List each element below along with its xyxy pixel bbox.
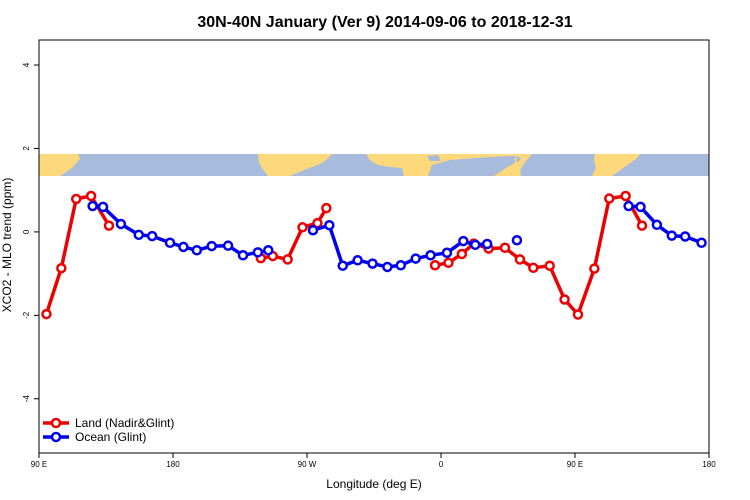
data-point <box>85 190 97 202</box>
data-point <box>620 190 631 202</box>
series-ocean <box>87 200 707 273</box>
data-point <box>514 254 526 265</box>
data-point <box>70 193 82 205</box>
data-point <box>41 308 52 320</box>
data-point <box>429 260 441 271</box>
data-point <box>559 294 570 305</box>
x-axis-label: Longitude (deg E) <box>326 477 421 491</box>
data-point <box>164 237 176 248</box>
data-point <box>87 200 98 212</box>
legend-marker <box>50 417 62 429</box>
data-point <box>469 239 481 251</box>
data-point <box>666 230 678 241</box>
data-point <box>481 238 493 250</box>
map-strip-land <box>39 154 640 176</box>
data-point <box>237 250 249 261</box>
y-tick-label: 0 <box>22 229 31 234</box>
data-point <box>696 237 707 248</box>
data-point <box>499 242 511 254</box>
data-point <box>321 202 332 214</box>
data-point <box>572 309 584 320</box>
y-tick-label: -4 <box>22 395 31 403</box>
series-line <box>44 194 111 315</box>
x-tick-label: 0 <box>439 460 444 469</box>
data-point <box>146 230 158 242</box>
data-point <box>324 219 335 231</box>
y-tick-label: -2 <box>22 311 31 319</box>
data-point <box>282 254 293 265</box>
x-tick-label: 90 E <box>567 460 583 469</box>
data-point <box>635 201 646 213</box>
chart-title: 30N-40N January (Ver 9) 2014-09-06 to 20… <box>197 14 572 31</box>
data-point <box>382 261 393 273</box>
data-point <box>307 224 319 236</box>
x-tick-label: 180 <box>702 460 716 469</box>
y-tick-label: 2 <box>22 146 31 151</box>
legend-marker <box>50 431 62 443</box>
data-point <box>252 247 264 258</box>
data-point <box>443 257 454 269</box>
x-tick-label: 90 E <box>31 460 47 469</box>
series-layer <box>41 190 707 320</box>
data-point <box>191 245 203 256</box>
legend-label: Ocean (Glint) <box>75 430 146 444</box>
data-point <box>458 235 469 247</box>
data-point <box>441 247 453 259</box>
data-point <box>222 240 234 251</box>
data-point <box>425 250 436 261</box>
data-point <box>679 231 691 242</box>
data-point <box>623 200 634 212</box>
y-axis: -4 -2 0 2 4 <box>22 62 39 402</box>
legend: Land (Nadir&Glint)Ocean (Glint) <box>43 416 174 444</box>
data-point <box>395 260 407 271</box>
data-point <box>178 241 189 253</box>
data-point <box>263 245 274 256</box>
data-point <box>97 201 109 213</box>
data-point <box>511 234 523 246</box>
data-point <box>603 193 615 204</box>
data-point <box>133 229 145 241</box>
y-tick-label: 4 <box>22 62 31 67</box>
data-point <box>103 220 115 231</box>
y-axis-label: XCO2 - MLO trend (ppm) <box>0 178 14 313</box>
x-tick-label: 180 <box>166 460 180 469</box>
data-point <box>456 248 468 260</box>
series-land <box>41 190 648 320</box>
data-point <box>544 260 555 271</box>
map-strip-ocean <box>39 154 709 176</box>
x-tick-label: 90 W <box>298 460 317 469</box>
data-point <box>352 255 363 266</box>
data-point <box>636 220 648 231</box>
data-point <box>206 240 217 252</box>
map-strip <box>39 154 709 176</box>
data-point <box>56 262 67 274</box>
data-point <box>337 260 348 271</box>
legend-label: Land (Nadir&Glint) <box>75 416 174 430</box>
data-point <box>589 263 600 274</box>
data-point <box>297 222 308 233</box>
data-point <box>410 253 421 264</box>
data-point <box>115 218 127 230</box>
data-point <box>651 219 663 231</box>
x-axis: 90 E 180 90 W 0 90 E 180 <box>31 453 716 469</box>
plot-frame <box>38 39 710 454</box>
data-point <box>528 262 539 274</box>
data-point <box>367 258 378 269</box>
plot-area: 90 E 180 90 W 0 90 E 180 -4 -2 0 2 4 <box>22 39 716 469</box>
